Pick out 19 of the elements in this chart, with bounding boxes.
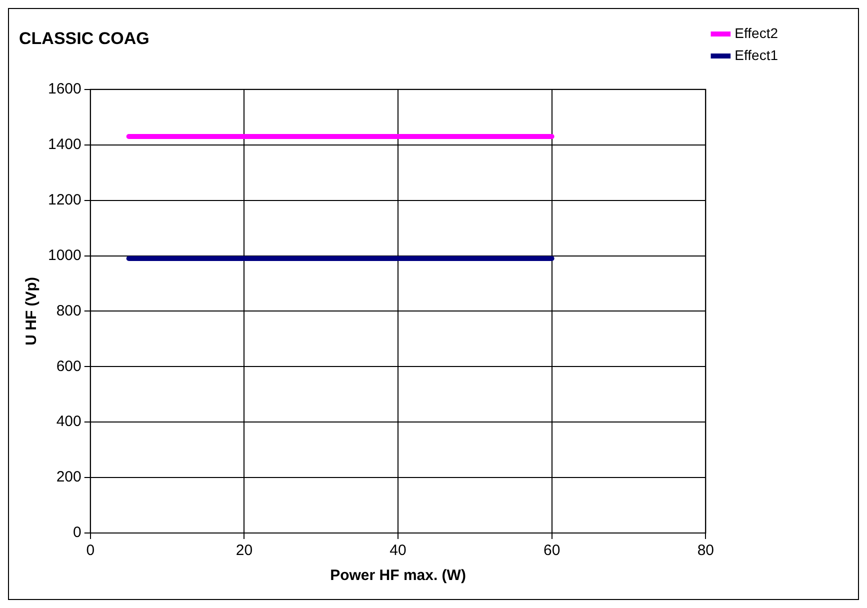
x-tick-label: 80 xyxy=(697,542,714,560)
x-tick-label: 20 xyxy=(236,542,253,560)
legend-label: Effect1 xyxy=(734,46,778,63)
x-tick-label: 60 xyxy=(544,542,560,560)
y-tick-label: 200 xyxy=(56,468,82,486)
chart-title: CLASSIC COAG xyxy=(19,28,150,48)
y-tick-label: 1000 xyxy=(48,246,82,264)
legend-label: Effect2 xyxy=(734,24,778,41)
y-axis-title: U HF (Vp) xyxy=(23,277,40,346)
y-tick-label: 1600 xyxy=(48,80,82,98)
y-tick-label: 800 xyxy=(56,302,82,320)
x-tick-label: 0 xyxy=(86,542,95,560)
x-tick-label: 40 xyxy=(390,542,406,560)
y-tick-label: 1400 xyxy=(48,136,82,153)
y-tick-label: 0 xyxy=(73,524,82,542)
y-tick-label: 400 xyxy=(56,413,82,430)
x-axis-title: Power HF max. (W) xyxy=(330,567,466,584)
y-tick-label: 600 xyxy=(56,358,82,375)
y-tick-label: 1200 xyxy=(48,191,82,208)
